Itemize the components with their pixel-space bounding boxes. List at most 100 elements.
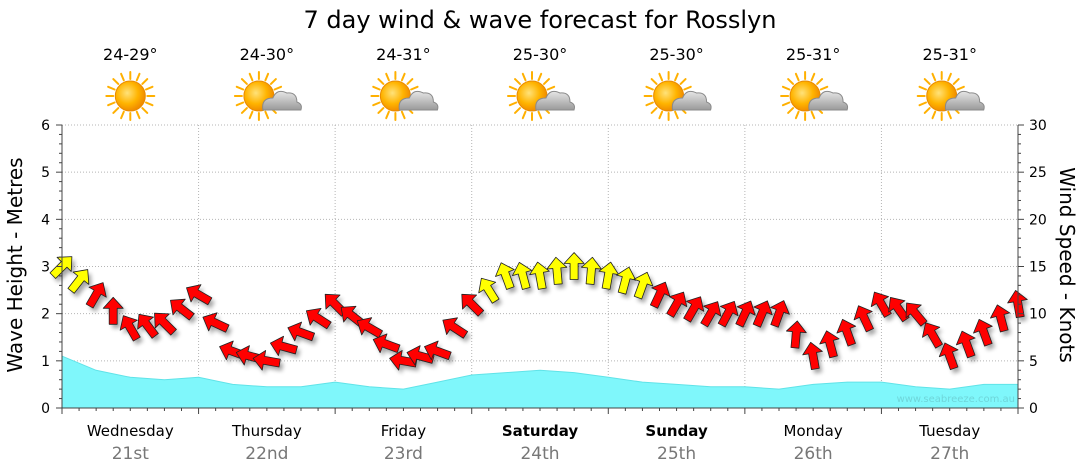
sun-ray [650, 78, 658, 85]
wind-arrow [137, 313, 159, 339]
sun-cloud-icon [643, 71, 712, 121]
wind-arrow [649, 281, 671, 309]
sun-ray [947, 110, 952, 120]
sun-cloud-icon [370, 71, 439, 121]
sun-ray [683, 85, 692, 91]
wind-arrow [819, 330, 840, 359]
day-date-label: 26th [794, 444, 833, 464]
wind-arrow [616, 266, 637, 295]
wind-arrow [119, 315, 141, 342]
sun-ray [952, 78, 960, 85]
wind-arrow [170, 298, 195, 321]
sun-ray [956, 85, 965, 91]
temperature-label: 25-31° [922, 45, 977, 64]
sun-ray [794, 110, 800, 120]
wind-arrow [633, 271, 654, 300]
sun-cloud-icon [233, 71, 302, 121]
sun-ray [521, 110, 527, 120]
sun-ray [385, 110, 390, 120]
wind-arrow [752, 300, 773, 328]
sun-ray [248, 72, 254, 82]
axes: 0 1 2 3 4 5 6 0 5 10 15 20 25 30 Wednesday 21st Thursday… [41, 118, 1047, 464]
temperature-label: 24-30° [240, 45, 295, 64]
wind-arrow [85, 282, 107, 309]
y-tick-label-right: 20 [1029, 212, 1047, 228]
sun-cloud-icon [780, 71, 849, 121]
wind-arrow [938, 342, 959, 371]
sun-ray [645, 101, 654, 107]
wind-arrow [495, 262, 515, 290]
sun-ray [410, 85, 419, 91]
wind-arrow [785, 320, 807, 349]
day-name-label: Monday [784, 422, 843, 440]
y-tick-label-left: 0 [41, 401, 50, 417]
sun-ray [235, 101, 245, 107]
sun-ray [781, 85, 791, 91]
wind-arrow [287, 321, 315, 342]
day-name-label: Sunday [645, 422, 708, 440]
sun-ray [240, 107, 248, 114]
sun-ray [248, 110, 254, 120]
sun-ray [107, 101, 116, 107]
sun-ray [141, 107, 149, 114]
y-tick-label-right: 10 [1029, 307, 1047, 323]
sun-ray [674, 72, 679, 82]
wind-arrow [546, 256, 568, 285]
sun-ray [931, 72, 937, 82]
cloud-shape [398, 90, 439, 111]
y-tick-label-right: 5 [1029, 354, 1038, 370]
sun-ray [377, 107, 385, 114]
sun-ray [650, 107, 658, 114]
day-date-label: 22nd [245, 444, 288, 464]
wind-arrow [802, 341, 823, 370]
sun-ray [674, 110, 679, 120]
day-date-label: 27th [930, 444, 969, 464]
wind-arrow [973, 318, 993, 347]
wind-arrow [102, 296, 124, 325]
sun-ray [794, 72, 800, 82]
wind-arrow [700, 301, 722, 328]
wind-arrow [356, 317, 383, 339]
sun-ray [135, 72, 141, 82]
y-axis-label-left: Wave Height - Metres [3, 157, 27, 372]
wind-arrow [269, 335, 298, 356]
sun-ray [107, 85, 116, 91]
wind-arrow [563, 252, 585, 280]
sun-ray [508, 85, 518, 91]
wind-arrow [770, 300, 790, 328]
sun-ray [264, 72, 270, 82]
sun-ray [787, 107, 795, 114]
wind-arrow [305, 307, 332, 330]
sun-ray [240, 78, 248, 85]
day-name-label: Saturday [502, 422, 579, 440]
wind-arrow [836, 318, 857, 347]
wind-arrow [252, 350, 281, 371]
day-date-label: 21st [112, 444, 149, 464]
sun-ray [810, 110, 816, 120]
sun-ray [145, 101, 154, 107]
sun-ray [377, 78, 385, 85]
sun-ray [112, 107, 120, 114]
y-tick-label-right: 15 [1029, 260, 1047, 276]
temperature-label: 24-29° [103, 45, 158, 64]
wind-arrow [990, 304, 1011, 333]
wind-arrow [529, 261, 550, 290]
sun-ray [508, 101, 518, 107]
cloud-shape [535, 90, 575, 111]
wind-arrow [717, 300, 739, 328]
sun-ray [658, 110, 664, 120]
sun-ray [406, 78, 414, 85]
weather-icons: 24-29° 24-30° 24-31° 25-30° 25-30° 25-31° 25-3… [103, 45, 985, 121]
sun-ray [819, 85, 829, 91]
sun-ray [273, 85, 283, 91]
sun-ray [679, 78, 687, 85]
wave-area-path [61, 355, 1019, 409]
sun-ray [112, 78, 120, 85]
sun-ray [514, 107, 521, 114]
sun-ray [145, 85, 154, 91]
wind-arrow [478, 277, 500, 304]
day-date-label: 23rd [384, 444, 423, 464]
wind-arrow [666, 291, 688, 318]
sun-ray [235, 85, 245, 91]
